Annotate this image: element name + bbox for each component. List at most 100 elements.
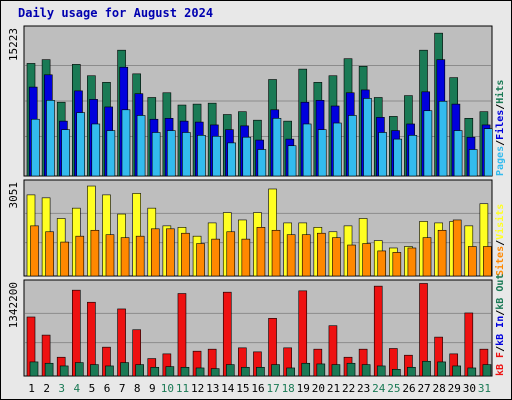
legend-entry: Hits [494,80,506,104]
bar-pages [121,109,131,177]
bar-sites [60,241,69,277]
bar-pages [91,123,101,177]
bar-pages [61,129,70,177]
x-tick-label: 9 [149,382,156,395]
bar-kb-out [241,366,250,377]
bar-pages [363,98,372,177]
x-tick-label: 8 [134,382,141,395]
bar-kb-f [222,291,232,377]
bar-sites [105,234,115,277]
bar-pages [76,112,85,177]
x-tick-label: 26 [402,382,415,395]
bar-sites [483,246,492,277]
bar-sites [317,232,326,277]
x-tick-label: 17 [266,382,279,395]
x-tick-label: 31 [478,382,491,395]
bar-sites [135,235,145,277]
bar-pages [393,138,403,177]
legend-entry: Pages [495,146,506,176]
bar-kb-out [105,365,114,377]
x-tick-label: 2 [43,382,50,395]
bar-sites [271,229,281,277]
bar-kb-out [482,364,492,377]
bar-pages [46,100,55,177]
bar-sites [452,219,462,277]
x-tick-label: 10 [161,382,174,395]
x-tick-label: 18 [282,382,295,395]
x-tick-label: 29 [448,382,461,395]
bar-pages [197,135,206,177]
legend-kb: kB F/kB In/kB Out [495,274,506,376]
x-tick-label: 7 [119,382,126,395]
chart-panels: 15223Pages/Files/Hits3051Sites/Visits134… [7,25,506,377]
bar-sites [286,234,296,277]
x-tick-label: 19 [297,382,310,395]
bar-kb-out [286,367,295,377]
bar-sites [120,237,130,277]
bar-sites [30,225,39,277]
bar-kb-out [316,363,326,377]
bar-kb-out [29,361,39,377]
bar-kb-out [376,365,386,377]
bar-sites [301,234,311,277]
bar-pages [227,142,236,177]
x-tick-label: 28 [433,382,446,395]
bar-sites [437,229,447,277]
bar-pages [484,128,493,177]
y-max-label: 15223 [7,28,20,61]
bar-kb-out [195,367,205,377]
bar-kb-out [301,362,311,377]
bar-sites [150,228,160,277]
bar-pages [182,132,191,177]
bar-sites [407,247,417,277]
bar-sites [226,231,236,277]
bar-pages [257,149,267,177]
bar-sites [181,232,190,277]
x-tick-label: 30 [463,382,476,395]
x-tick-label: 11 [176,382,189,395]
bar-kb-out [135,364,144,377]
bar-sites [211,238,220,277]
x-tick-label: 13 [206,382,219,395]
legend-entry: / [495,346,506,352]
bar-kb-out [256,366,265,377]
bar-pages [166,130,176,177]
bar-sites [362,243,371,277]
bar-kb-out [90,364,99,377]
bar-pages [348,115,357,177]
x-tick-label: 25 [387,382,400,395]
bar-sites [256,227,266,277]
x-tick-label: 4 [74,382,81,395]
bar-sites [422,237,432,277]
legend-entry: / [495,310,506,316]
bar-kb-f [464,312,474,377]
x-tick-label: 6 [104,382,111,395]
x-tick-label: 23 [357,382,370,395]
bar-sites [90,229,100,277]
bar-sites [241,238,251,277]
bar-kb-out [346,362,356,377]
legend-entry: / [495,140,506,146]
bar-kb-out [422,360,431,377]
panel-visits: 3051 Sites/Visits [7,179,506,277]
bar-kb-out [120,362,129,377]
legend-hits: Pages/Files/Hits [494,80,506,176]
bar-kb-out [392,368,401,377]
bar-pages [212,135,221,177]
bar-pages [408,135,418,177]
bar-sites [166,228,175,277]
bar-sites [347,244,356,277]
x-tick-label: 15 [236,382,249,395]
bar-kb-out [452,365,462,377]
legend-entry: Files [494,110,506,140]
x-tick-label: 5 [89,382,96,395]
bar-pages [136,115,146,177]
legend-entry: / [495,104,506,110]
bar-kb-out [225,364,235,377]
x-tick-label: 3 [58,382,65,395]
bar-sites [468,246,477,277]
x-tick-label: 21 [327,382,340,395]
